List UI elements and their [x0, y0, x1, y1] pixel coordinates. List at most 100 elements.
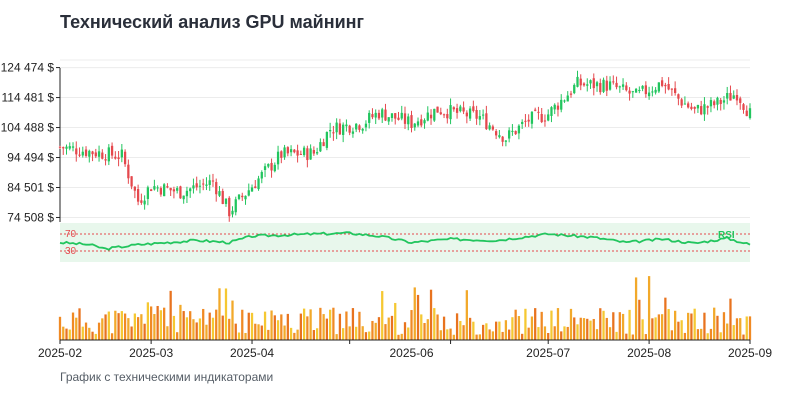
candle-body — [446, 114, 449, 119]
candle-body — [62, 147, 65, 149]
volume-bar — [231, 300, 234, 340]
candle-body — [420, 119, 423, 126]
candle-body — [123, 151, 127, 165]
candle-body — [270, 162, 273, 171]
volume-bar — [202, 308, 205, 340]
volume-bar — [123, 313, 127, 340]
candle-body — [286, 147, 289, 154]
volume-bar — [586, 318, 589, 340]
volume-bar — [735, 318, 739, 340]
candle-body — [465, 112, 468, 117]
volume-bar — [680, 320, 683, 340]
volume-bar — [407, 327, 410, 340]
candle-body — [273, 164, 276, 172]
candle-body — [241, 195, 244, 198]
candle-body — [263, 166, 267, 170]
candle-body — [355, 123, 358, 130]
volume-bar — [517, 316, 521, 340]
candle-body — [667, 84, 670, 90]
candle-body — [345, 124, 348, 127]
candle-body — [88, 150, 91, 157]
candle-body — [306, 148, 309, 161]
candle-body — [498, 135, 501, 138]
volume-bar — [719, 332, 722, 340]
volume-bar — [205, 324, 208, 340]
volume-bar — [127, 318, 130, 340]
candle-body — [433, 108, 436, 121]
volume-bar — [508, 329, 511, 340]
candle-body — [628, 90, 631, 94]
candle-body — [625, 85, 628, 91]
volume-bar — [358, 311, 361, 340]
volume-bar — [439, 330, 442, 340]
volume-bar — [110, 333, 114, 340]
volume-bar — [433, 308, 436, 340]
candle-body — [377, 112, 381, 119]
candle-body — [560, 99, 563, 110]
candle-body — [332, 132, 335, 134]
volume-bar — [257, 324, 260, 340]
volume-bar — [576, 324, 579, 340]
volume-bar — [687, 312, 690, 340]
volume-bar — [729, 298, 732, 340]
candle-body — [107, 147, 110, 162]
candle-body — [267, 163, 270, 167]
candle-body — [276, 151, 280, 165]
volume-bar — [84, 322, 88, 340]
candle-body — [543, 120, 547, 122]
candle-body — [312, 149, 316, 154]
volume-bar — [296, 329, 299, 340]
volume-bar — [312, 330, 316, 340]
candle-body — [573, 84, 576, 94]
candle-body — [540, 114, 543, 123]
volume-bar — [459, 320, 462, 340]
candle-body — [605, 80, 608, 91]
volume-bar — [634, 277, 638, 340]
volume-bar — [667, 309, 670, 340]
candle-body — [462, 107, 465, 112]
candle-body — [403, 113, 407, 124]
volume-bar — [602, 310, 605, 340]
candle-body — [228, 197, 231, 217]
candle-body — [65, 146, 68, 149]
candle-body — [91, 151, 94, 155]
candle-body — [374, 112, 377, 118]
rsi-line — [59, 231, 751, 251]
candle-body — [680, 99, 683, 106]
volume-bar — [276, 320, 280, 340]
candle-body — [618, 86, 621, 88]
candle-body — [309, 148, 312, 160]
volume-bar — [595, 329, 599, 340]
volume-bar — [452, 334, 455, 340]
candle-body — [439, 112, 442, 115]
volume-bar — [189, 311, 192, 340]
candle-body — [429, 114, 433, 119]
volume-bar — [429, 289, 433, 340]
volume-bar — [465, 290, 468, 340]
volume-bar — [498, 321, 501, 340]
candle-body — [687, 103, 690, 108]
volume-bar — [677, 321, 680, 340]
candle-body — [455, 108, 459, 113]
candle-body — [608, 81, 612, 90]
volume-bar — [612, 312, 615, 340]
volume-bar — [355, 326, 358, 340]
candle-body — [136, 189, 140, 202]
volume-bar — [156, 305, 159, 340]
candle-body — [260, 172, 263, 179]
candle-body — [120, 149, 123, 158]
rsi-level-label: 70 — [65, 229, 77, 240]
volume-bar — [589, 320, 592, 340]
candle-body — [713, 101, 716, 106]
candle-body — [176, 188, 179, 191]
candle-body — [361, 128, 364, 131]
volume-bar — [198, 318, 202, 340]
candle-body — [75, 148, 78, 155]
volume-bar — [215, 309, 218, 340]
candle-body — [410, 115, 413, 128]
candle-body — [94, 152, 97, 157]
candle-body — [68, 146, 71, 149]
volume-bar — [273, 315, 276, 340]
candle-body — [491, 126, 495, 130]
